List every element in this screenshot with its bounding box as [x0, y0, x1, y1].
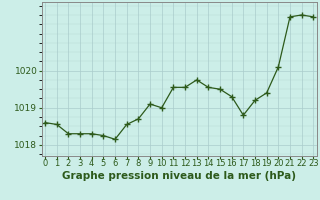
X-axis label: Graphe pression niveau de la mer (hPa): Graphe pression niveau de la mer (hPa) [62, 171, 296, 181]
